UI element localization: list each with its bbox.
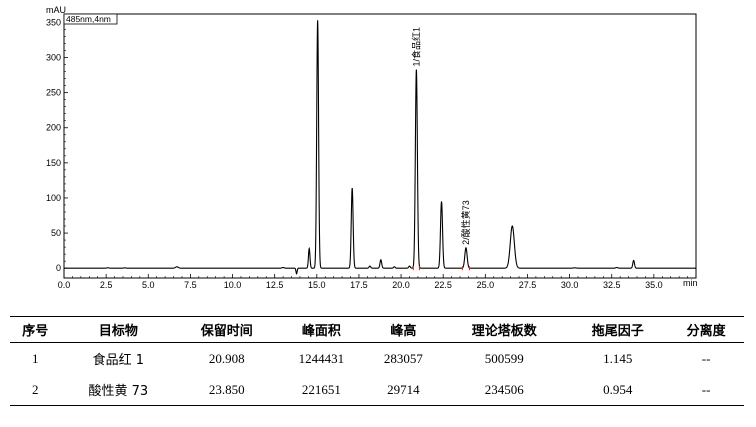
header-retention-time: 保留时间 xyxy=(176,316,278,343)
cell-theoretical-plates: 500599 xyxy=(484,350,524,366)
cell-peak-area: 1244431 xyxy=(298,350,345,366)
plot-frame xyxy=(63,13,697,279)
detector-label-box xyxy=(63,13,118,25)
cell-index: 1 xyxy=(31,350,39,366)
cell-retention-time: 20.908 xyxy=(208,350,245,366)
x-axis-label: min xyxy=(683,278,698,288)
y-tick-label: 350 xyxy=(46,17,61,27)
cell-theoretical-plates: 234506 xyxy=(441,374,568,406)
cell-peak-height: 283057 xyxy=(383,350,423,366)
x-tick-label: 35.0 xyxy=(645,280,663,290)
table-row: 1 食品红 1 20.908 1244431 283057 500599 1.1… xyxy=(10,343,744,375)
x-tick-label: 5.0 xyxy=(142,280,155,290)
peak-label: 1/食品红1 xyxy=(410,27,421,67)
table-header-row: 序号 目标物 保留时间 峰面积 峰高 理论塔板数 拖尾因子 分离度 xyxy=(10,316,744,343)
header-tailing-factor: 拖尾因子 xyxy=(567,316,669,343)
y-tick-label: 300 xyxy=(46,53,61,63)
header-index: 序号 xyxy=(10,316,61,343)
cell-resolution: -- xyxy=(701,350,711,366)
cell-index: 2 xyxy=(10,374,61,406)
header-peak-height: 峰高 xyxy=(365,316,442,343)
detector-label: 485nm,4nm xyxy=(66,14,111,24)
peak-label: 2/酸性黄73 xyxy=(460,200,471,245)
cell-tailing-factor: 1.145 xyxy=(603,350,633,366)
chromatogram-chart: 0.0 2.5 5.0 7.5 10.0 12.5 15.0 17.5 20.0 22.5 25.0… xyxy=(46,5,698,290)
x-tick-label: 22.5 xyxy=(434,280,452,290)
x-tick-label: 32.5 xyxy=(603,280,621,290)
header-resolution: 分离度 xyxy=(668,316,744,343)
cell-tailing-factor: 0.954 xyxy=(567,374,669,406)
table-row: 2 酸性黄 73 23.850 221651 29714 234506 0.95… xyxy=(10,374,744,406)
x-tick-label: 20.0 xyxy=(392,280,410,290)
x-tick-label: 0.0 xyxy=(58,280,71,290)
x-tick-label: 25.0 xyxy=(477,280,495,290)
x-tick-label: 30.0 xyxy=(561,280,579,290)
results-table: 序号 目标物 保留时间 峰面积 峰高 理论塔板数 拖尾因子 分离度 1 食品红 … xyxy=(10,316,744,406)
x-tick-label: 27.5 xyxy=(519,280,537,290)
y-axis: 0 50 100 150 200 250 300 350 xyxy=(46,15,68,273)
x-tick-label: 7.5 xyxy=(184,280,197,290)
cell-resolution: -- xyxy=(668,374,744,406)
y-tick-label: 250 xyxy=(46,88,61,98)
cell-retention-time: 23.850 xyxy=(176,374,278,406)
x-tick-label: 10.0 xyxy=(224,280,242,290)
y-tick-label: 200 xyxy=(46,123,61,133)
cell-peak-height: 29714 xyxy=(365,374,442,406)
x-tick-label: 2.5 xyxy=(100,280,113,290)
x-tick-label: 15.0 xyxy=(308,280,326,290)
header-peak-area: 峰面积 xyxy=(277,316,366,343)
y-tick-label: 100 xyxy=(46,193,61,203)
peak-annotations: 1/食品红1 2/酸性黄73 xyxy=(410,27,471,245)
cell-target: 食品红 1 xyxy=(92,353,145,368)
y-tick-label: 150 xyxy=(46,158,61,168)
chromatogram-trace xyxy=(64,20,696,275)
x-tick-label: 12.5 xyxy=(266,280,284,290)
y-tick-label: 0 xyxy=(56,263,61,273)
x-axis: 0.0 2.5 5.0 7.5 10.0 12.5 15.0 17.5 20.0 22.5 25.0… xyxy=(58,274,688,290)
cell-peak-area: 221651 xyxy=(277,374,366,406)
y-tick-label: 50 xyxy=(51,228,61,238)
peak-markers xyxy=(412,266,470,271)
x-tick-label: 17.5 xyxy=(350,280,368,290)
cell-target: 酸性黄 73 xyxy=(60,374,177,406)
header-theoretical-plates: 理论塔板数 xyxy=(441,316,568,343)
header-target: 目标物 xyxy=(60,316,177,343)
y-axis-label: mAU xyxy=(46,5,66,15)
